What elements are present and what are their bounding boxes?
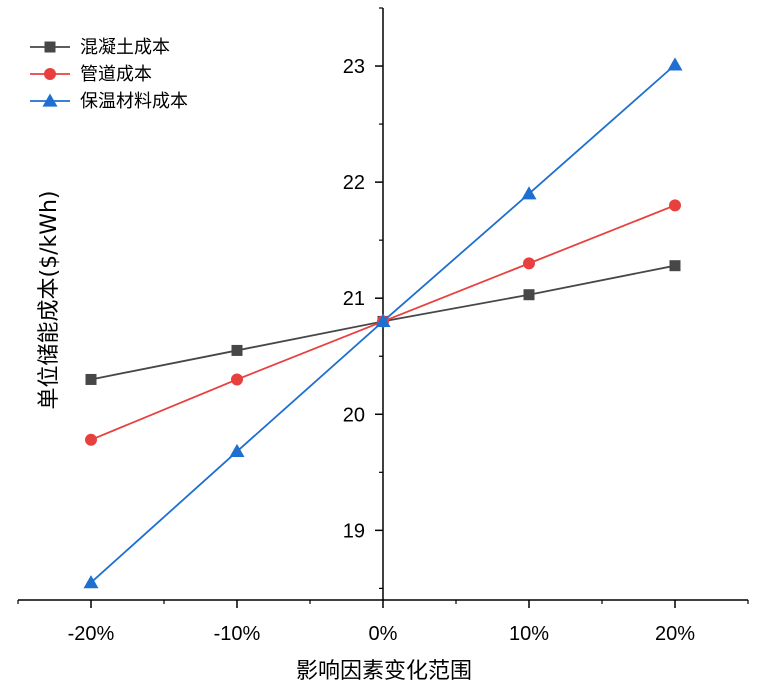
- x-tick-label: 20%: [655, 623, 695, 645]
- legend-item: 保温材料成本: [30, 91, 188, 112]
- x-axis-title: 影响因素变化范围: [296, 659, 472, 684]
- legend-item: 混凝土成本: [30, 37, 170, 58]
- data-point: [231, 373, 243, 386]
- series-layer: [83, 57, 683, 589]
- data-point: [375, 313, 391, 328]
- x-tick-label: 10%: [509, 623, 549, 645]
- y-tick-label: 21: [343, 288, 365, 310]
- x-tick-label: 0%: [369, 623, 398, 645]
- data-point: [85, 373, 97, 385]
- data-point: [83, 575, 99, 589]
- legend-label: 保温材料成本: [80, 91, 188, 112]
- legend-item: 管道成本: [30, 64, 152, 85]
- ticks: -20% -10% 0% 10% 20% 19 20 21 22 23: [17, 7, 749, 645]
- data-point: [669, 199, 681, 212]
- data-point: [523, 289, 535, 301]
- x-tick-label: -10%: [214, 623, 261, 645]
- data-point: [669, 260, 681, 272]
- x-tick-label: -20%: [68, 623, 115, 645]
- data-point: [667, 57, 683, 71]
- y-axis-title: 单位储能成本($/kWh): [37, 190, 62, 409]
- legend-marker: [44, 41, 56, 53]
- y-tick-label: 22: [343, 172, 365, 194]
- data-point: [85, 433, 97, 446]
- data-point: [229, 443, 245, 458]
- y-tick-label: 19: [343, 520, 365, 542]
- data-point: [521, 186, 537, 200]
- series-3: [83, 57, 683, 589]
- legend-marker: [44, 68, 56, 80]
- legend-marker: [42, 93, 58, 107]
- legend-label: 管道成本: [80, 64, 152, 85]
- data-point: [231, 344, 243, 356]
- data-point: [523, 257, 535, 270]
- y-tick-label: 20: [343, 404, 365, 426]
- y-tick-label: 23: [343, 56, 365, 78]
- legend-label: 混凝土成本: [80, 37, 170, 58]
